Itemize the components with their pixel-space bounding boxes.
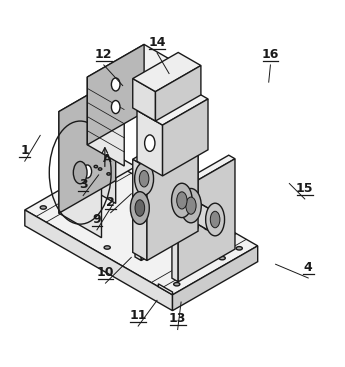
Polygon shape [138,167,198,201]
Polygon shape [172,246,258,310]
Polygon shape [59,112,101,238]
Polygon shape [137,84,208,125]
Text: 3: 3 [79,178,88,192]
Polygon shape [133,159,147,261]
Polygon shape [141,138,198,261]
Polygon shape [138,179,178,223]
Polygon shape [135,167,141,261]
Text: 14: 14 [148,36,166,49]
Ellipse shape [206,203,225,236]
Ellipse shape [236,247,242,250]
Polygon shape [147,138,198,261]
Ellipse shape [139,170,149,187]
Ellipse shape [210,211,220,228]
Polygon shape [87,77,124,166]
Ellipse shape [135,162,154,195]
Polygon shape [133,52,201,92]
Polygon shape [87,44,181,98]
Polygon shape [90,152,110,189]
Ellipse shape [134,208,142,219]
Text: 11: 11 [129,309,147,322]
Ellipse shape [104,246,110,249]
Ellipse shape [177,192,187,209]
Polygon shape [133,79,156,121]
Polygon shape [90,163,116,203]
Ellipse shape [204,220,210,230]
Text: 12: 12 [95,48,112,61]
Text: 16: 16 [262,48,279,61]
Text: 15: 15 [296,182,314,195]
Ellipse shape [40,206,46,209]
Ellipse shape [73,161,87,184]
Polygon shape [87,44,144,145]
Ellipse shape [186,197,196,214]
Polygon shape [133,130,198,167]
Ellipse shape [157,178,162,181]
Ellipse shape [135,200,145,216]
Polygon shape [178,159,235,282]
Polygon shape [25,210,172,310]
Ellipse shape [181,189,201,223]
Polygon shape [172,155,235,192]
Ellipse shape [111,101,120,113]
Ellipse shape [130,192,149,224]
Ellipse shape [107,173,110,175]
Ellipse shape [172,207,178,210]
Text: 9: 9 [92,213,101,226]
Ellipse shape [171,230,179,240]
Polygon shape [90,152,136,178]
Polygon shape [158,284,172,295]
Polygon shape [25,161,258,295]
Ellipse shape [174,188,179,191]
Ellipse shape [94,166,98,168]
Ellipse shape [145,135,155,152]
Text: 10: 10 [97,266,114,279]
Polygon shape [162,99,208,176]
Polygon shape [156,66,201,121]
Ellipse shape [86,180,92,183]
Polygon shape [59,79,116,213]
Polygon shape [135,134,198,170]
Ellipse shape [98,168,102,170]
Polygon shape [59,79,158,136]
Text: 13: 13 [169,312,186,326]
Text: 2: 2 [106,196,115,208]
Polygon shape [137,110,162,176]
Text: A: A [103,154,111,164]
Text: 4: 4 [304,261,313,274]
Text: 1: 1 [20,144,29,157]
Ellipse shape [83,165,91,178]
Ellipse shape [219,257,225,260]
Ellipse shape [174,283,180,286]
Ellipse shape [111,78,120,91]
Polygon shape [172,188,178,282]
Polygon shape [141,170,212,232]
Ellipse shape [171,183,192,218]
